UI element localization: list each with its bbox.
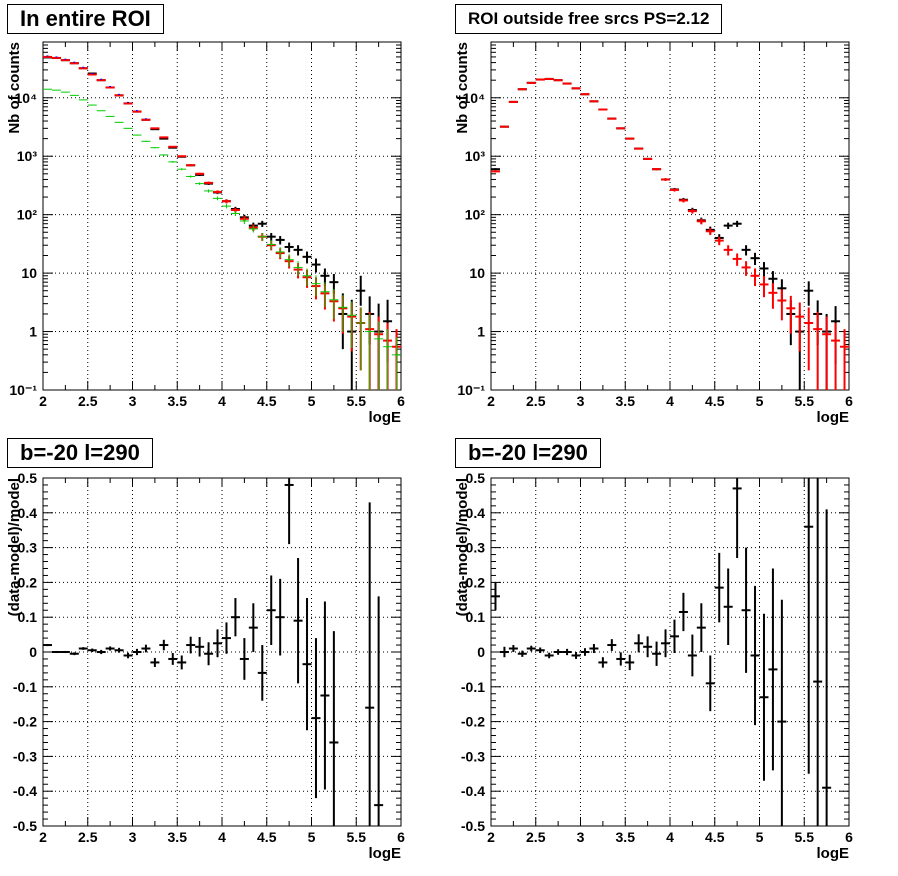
y-tick-label: 10³ [17,148,38,164]
pad1-frame [42,41,402,391]
x-tick-label: 3.5 [168,829,188,845]
pad2-group [490,41,850,391]
y-axis-label: (data-model)/model [6,478,23,616]
y-tick-label: 0 [477,644,485,660]
pad2-frame [490,41,850,391]
x-tick-label: 5.5 [795,393,815,409]
x-axis-label: logE [369,409,402,426]
y-tick-label: -0.3 [461,748,485,764]
y-axis-label: (data-model)/model [454,478,471,616]
y-tick-label: -0.2 [461,714,485,730]
y-tick-label: -0.5 [461,818,485,834]
x-tick-label: 6 [845,829,853,845]
x-tick-label: 2 [39,393,47,409]
y-tick-label: -0.3 [13,748,37,764]
x-tick-label: 5.5 [795,829,815,845]
x-tick-label: 6 [845,393,853,409]
x-tick-label: 5.5 [347,393,367,409]
pad4-group [490,477,850,827]
x-tick-label: 4 [666,829,674,845]
x-tick-label: 3 [129,829,137,845]
y-tick-label: -0.1 [461,679,485,695]
y-tick-label: 0.2 [466,574,486,590]
pad2-title: ROI outside free srcs PS=2.12 [455,4,723,34]
pad1-group [42,41,402,391]
x-tick-label: 2 [487,829,495,845]
x-axis-label: logE [817,845,850,862]
y-tick-label: 0.5 [18,470,38,486]
x-tick-label: 3 [577,393,585,409]
y-tick-label: 10³ [465,148,486,164]
y-tick-label: 0.3 [466,540,486,556]
x-tick-label: 2.5 [78,829,98,845]
y-tick-label: 0.1 [466,609,486,625]
y-tick-label: -0.4 [461,783,485,799]
y-tick-label: 0.3 [18,540,38,556]
x-tick-label: 2.5 [526,393,546,409]
y-axis-label: Nb of counts [454,42,471,134]
x-tick-label: 6 [397,829,405,845]
x-tick-label: 4 [218,829,226,845]
x-tick-label: 2 [487,393,495,409]
x-tick-label: 5.5 [347,829,367,845]
x-tick-label: 4.5 [257,393,277,409]
x-tick-label: 5 [308,829,316,845]
y-tick-label: -0.2 [13,714,37,730]
x-tick-label: 3 [577,829,585,845]
y-tick-label: 10 [469,265,485,281]
x-tick-label: 3.5 [168,393,188,409]
y-tick-label: 1 [29,324,37,340]
x-tick-label: 4.5 [705,393,725,409]
y-tick-label: 0 [29,644,37,660]
x-tick-label: 4.5 [257,829,277,845]
y-tick-label: 10² [465,207,486,223]
x-axis-label: logE [817,409,850,426]
x-tick-label: 2 [39,829,47,845]
x-tick-label: 5 [756,393,764,409]
x-tick-label: 3.5 [616,829,636,845]
y-tick-label: 0.2 [18,574,38,590]
x-tick-label: 3 [129,393,137,409]
x-axis-label: logE [369,845,402,862]
pad4-title: b=-20 l=290 [455,438,601,468]
y-tick-label: 0.4 [18,505,38,521]
y-tick-label: 10² [17,207,38,223]
pad3-title: b=-20 l=290 [7,438,153,468]
y-tick-label: 0.4 [466,505,486,521]
y-axis-label: Nb of counts [6,42,23,134]
y-tick-label: 10⁻¹ [9,382,37,398]
y-tick-label: 0.5 [466,470,486,486]
x-tick-label: 3.5 [616,393,636,409]
x-tick-label: 6 [397,393,405,409]
y-tick-label: -0.1 [13,679,37,695]
y-tick-label: 0.1 [18,609,38,625]
x-tick-label: 4.5 [705,829,725,845]
y-tick-label: 10⁴ [463,90,486,106]
y-tick-label: 10⁴ [15,90,38,106]
x-tick-label: 2.5 [526,829,546,845]
y-tick-label: 1 [477,324,485,340]
y-tick-label: 10 [21,265,37,281]
x-tick-label: 4 [218,393,226,409]
pad1-title: In entire ROI [7,4,164,34]
y-tick-label: -0.5 [13,818,37,834]
x-tick-label: 5 [308,393,316,409]
y-tick-label: -0.4 [13,783,37,799]
x-tick-label: 4 [666,393,674,409]
pad4-frame [490,477,850,827]
x-tick-label: 5 [756,829,764,845]
x-tick-label: 2.5 [78,393,98,409]
pad3-group [42,477,402,827]
y-tick-label: 10⁻¹ [457,382,485,398]
